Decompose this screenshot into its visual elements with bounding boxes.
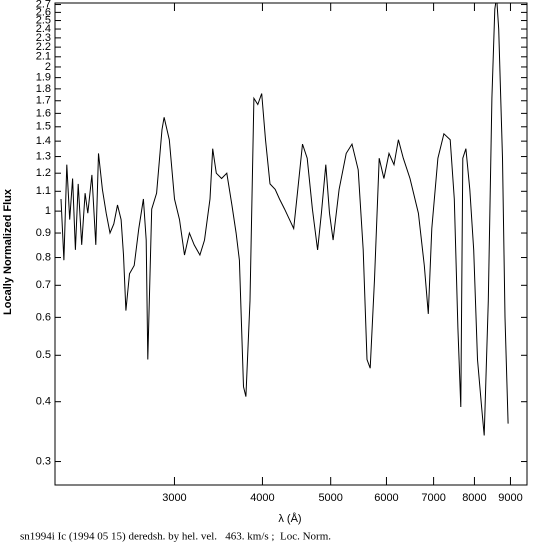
y-tick-label: 1.5 — [36, 121, 51, 133]
y-tick-label: 1.7 — [36, 95, 51, 107]
y-tick-label: 0.6 — [36, 311, 51, 323]
x-tick-label: 4000 — [250, 492, 274, 504]
x-tick-label: 6000 — [374, 492, 398, 504]
y-tick-label: 2 — [45, 61, 51, 73]
y-tick-label: 1.2 — [36, 167, 51, 179]
y-tick-label: 0.9 — [36, 227, 51, 239]
y-tick-label: 2.6 — [36, 6, 51, 18]
y-tick-label: 1.6 — [36, 107, 51, 119]
y-tick-label: 2.4 — [36, 23, 51, 35]
y-tick-label: 1.3 — [36, 150, 51, 162]
y-tick-label: 1.9 — [36, 72, 51, 84]
y-tick-label: 1.8 — [36, 83, 51, 95]
y-tick-label: 2.1 — [36, 51, 51, 63]
caption: sn1994i Ic (1994 05 15) deredsh. by hel.… — [20, 531, 331, 543]
plot-frame — [54, 2, 528, 486]
y-tick-label: 0.5 — [36, 349, 51, 361]
x-tick-label: 5000 — [318, 492, 342, 504]
y-tick-label: 2.2 — [36, 41, 51, 53]
x-tick-label: 8000 — [462, 492, 486, 504]
y-tick-label: 2.5 — [36, 14, 51, 26]
y-axis-label: Locally Normalized Flux — [2, 188, 14, 315]
y-tick-label: 1.1 — [36, 185, 51, 197]
y-tick-label: 1.4 — [36, 135, 51, 147]
y-tick-label: 1 — [45, 205, 51, 217]
y-tick-label: 2.7 — [36, 0, 51, 10]
x-tick-label: 3000 — [162, 492, 186, 504]
x-tick-label: 7000 — [421, 492, 445, 504]
y-tick-label: 0.8 — [36, 251, 51, 263]
x-axis-label: λ (Å) — [278, 512, 301, 525]
y-tick-label: 0.3 — [36, 455, 51, 467]
y-tick-label: 2.3 — [36, 32, 51, 44]
spectrum-line — [60, 3, 509, 436]
y-tick-label: 0.7 — [36, 279, 51, 291]
y-tick-label: 0.4 — [36, 396, 51, 408]
x-tick-label: 9000 — [498, 492, 522, 504]
